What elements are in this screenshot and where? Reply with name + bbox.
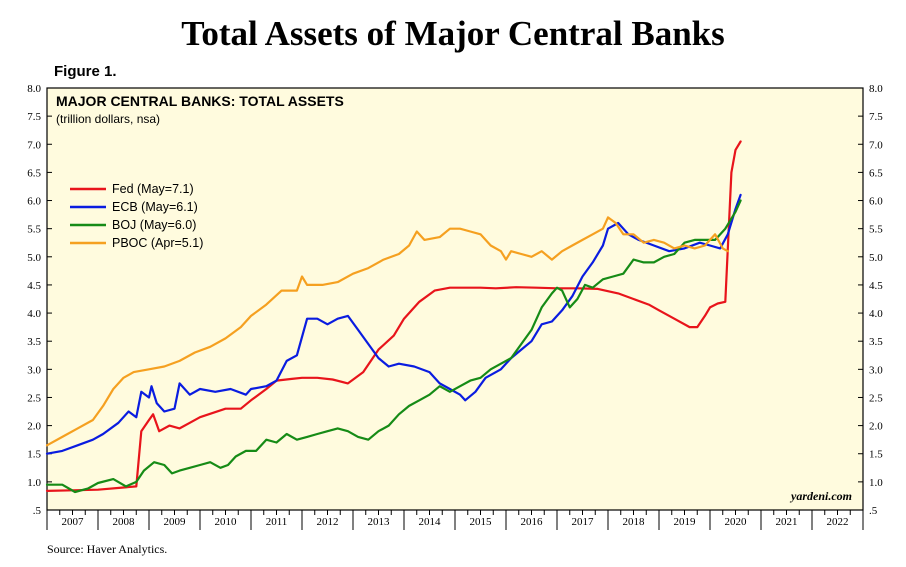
y-tick-label: 5.0 (869, 252, 883, 264)
y-tick-label: 1.0 (869, 477, 883, 489)
y-tick-label: 7.0 (27, 139, 41, 151)
y-tick-label: 6.5 (869, 167, 883, 179)
series-lines (45, 140, 742, 494)
y-tick-label: 5.5 (27, 224, 41, 236)
x-tick-label: 2018 (623, 516, 646, 528)
x-tick-label: 2015 (470, 516, 493, 528)
y-axis-left: .5 1.0 1.5 2.0 2.5 3.0 3.5 4.0 4.5 5.0 5.5 6.0 6.5 7.… (27, 83, 41, 517)
y-tick-label: 4.5 (869, 280, 883, 292)
series-line (45, 140, 742, 492)
y-tick-label: .5 (33, 505, 42, 517)
x-tick-label: 2017 (572, 516, 595, 528)
y-tick-label: 6.0 (27, 196, 41, 208)
y-tick-label: 3.0 (27, 364, 41, 376)
x-tick-label: 2009 (164, 516, 187, 528)
x-tick-label: 2016 (521, 516, 544, 528)
page-title: Total Assets of Major Central Banks (181, 14, 725, 53)
legend-label: PBOC (Apr=5.1) (112, 236, 203, 250)
x-tick-label: 2020 (725, 516, 748, 528)
y-tick-label: 2.5 (869, 392, 883, 404)
chart-title: MAJOR CENTRAL BANKS: TOTAL ASSETS (56, 93, 344, 109)
x-tick-label: 2014 (419, 516, 442, 528)
watermark: yardeni.com (789, 489, 852, 503)
y-axis-right: .5 1.0 1.5 2.0 2.5 3.0 3.5 4.0 4.5 5.0 5.5 6.0 6.5 7.… (869, 83, 883, 517)
x-tick-label: 2019 (674, 516, 697, 528)
y-tick-label: 5.0 (27, 252, 41, 264)
y-tick-label: 2.0 (27, 421, 41, 433)
legend-label: ECB (May=6.1) (112, 200, 198, 214)
y-tick-label: 1.0 (27, 477, 41, 489)
figure-label: Figure 1. (54, 63, 117, 80)
y-tick-label: 8.0 (27, 83, 41, 95)
y-tick-label: 3.0 (869, 364, 883, 376)
y-tick-label: 7.5 (27, 111, 41, 123)
series-line (45, 216, 729, 447)
y-tick-label: .5 (869, 505, 878, 517)
y-tick-label: 6.0 (869, 196, 883, 208)
y-tick-label: 5.5 (869, 224, 883, 236)
x-tick-label: 2007 (62, 516, 85, 528)
y-tick-label: 1.5 (27, 449, 41, 461)
series-line (45, 193, 742, 455)
plot-area (46, 87, 864, 511)
chart-subtitle: (trillion dollars, nsa) (56, 112, 160, 126)
legend-label: Fed (May=7.1) (112, 182, 194, 196)
y-tick-label: 4.0 (27, 308, 41, 320)
y-tick-label: 1.5 (869, 449, 883, 461)
legend-label: BOJ (May=6.0) (112, 218, 196, 232)
x-tick-label: 2022 (827, 516, 849, 528)
x-axis: 2007 2008 2009 2010 2011 2012 2013 2014 2015 2016… (62, 516, 849, 528)
axis-ticks (46, 87, 864, 530)
y-tick-label: 2.5 (27, 392, 41, 404)
x-tick-label: 2011 (266, 516, 288, 528)
y-tick-label: 8.0 (869, 83, 883, 95)
y-tick-label: 4.5 (27, 280, 41, 292)
x-tick-label: 2008 (113, 516, 136, 528)
series-line (45, 199, 742, 494)
legend: Fed (May=7.1) ECB (May=6.1) BOJ (May=6.0) P… (70, 182, 203, 250)
x-tick-label: 2021 (776, 516, 798, 528)
y-tick-label: 3.5 (869, 336, 883, 348)
x-tick-label: 2013 (368, 516, 391, 528)
x-tick-label: 2012 (317, 516, 339, 528)
y-tick-label: 3.5 (27, 336, 41, 348)
source-note: Source: Haver Analytics. (47, 542, 168, 556)
y-tick-label: 7.5 (869, 111, 883, 123)
y-tick-label: 6.5 (27, 167, 41, 179)
x-tick-label: 2010 (215, 516, 238, 528)
y-tick-label: 4.0 (869, 308, 883, 320)
y-tick-label: 2.0 (869, 421, 883, 433)
y-tick-label: 7.0 (869, 139, 883, 151)
